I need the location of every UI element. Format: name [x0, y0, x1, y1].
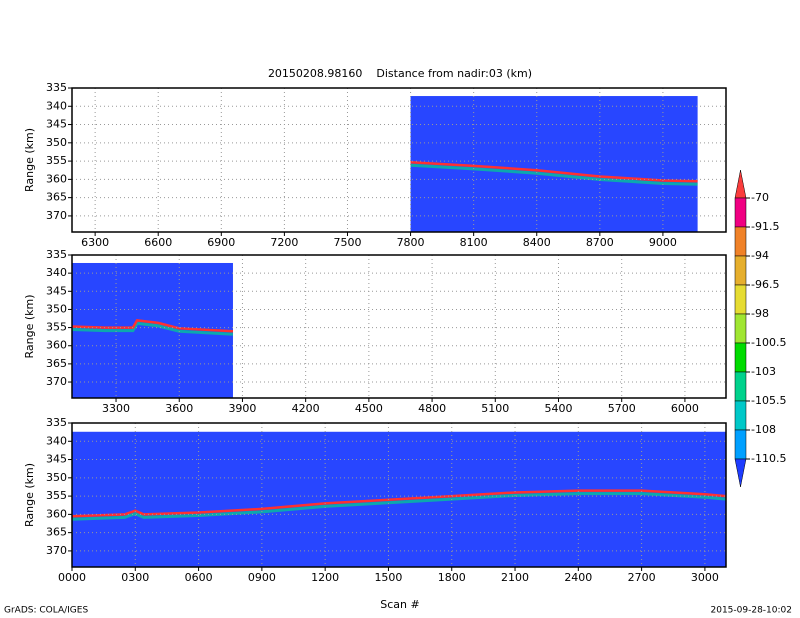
x-tick-label: 0300	[121, 571, 149, 584]
x-tick-label: 6900	[207, 236, 235, 249]
colorbar-label: -100.5	[751, 336, 786, 349]
y-tick-label: 340	[46, 266, 67, 279]
y-tick-label: 340	[46, 434, 67, 447]
y-tick-label: 350	[46, 136, 67, 149]
colorbar-band	[734, 255, 747, 286]
x-tick-label: 6000	[671, 402, 699, 415]
colorbar-label: -98	[751, 307, 769, 320]
y-axis-label: Range (km)	[23, 128, 36, 192]
x-tick-label: 2400	[564, 571, 592, 584]
y-tick-label: 370	[46, 544, 67, 557]
plot-frame	[71, 87, 727, 233]
x-tick-label: 8700	[586, 236, 614, 249]
x-tick-label: 6600	[144, 236, 172, 249]
x-tick-label: 4200	[292, 402, 320, 415]
x-tick-label: 6300	[81, 236, 109, 249]
y-tick-label: 350	[46, 302, 67, 315]
x-tick-label: 7500	[333, 236, 361, 249]
y-tick-label: 355	[46, 489, 67, 502]
y-tick-label: 360	[46, 172, 67, 185]
plot-frame	[71, 254, 727, 399]
x-tick-label: 7200	[270, 236, 298, 249]
x-tick-label: 3300	[102, 402, 130, 415]
colorbar-label: -105.5	[751, 394, 786, 407]
colorbar-label: -91.5	[751, 220, 779, 233]
colorbar-band	[734, 400, 747, 431]
y-tick-label: 365	[46, 357, 67, 370]
colorbar-label: -103	[751, 365, 776, 378]
colorbar-band	[734, 342, 747, 373]
y-tick-label: 335	[46, 81, 67, 94]
y-tick-label: 340	[46, 99, 67, 112]
y-tick-label: 360	[46, 507, 67, 520]
x-tick-label: 3900	[228, 402, 256, 415]
x-tick-label: 0000	[58, 571, 86, 584]
x-tick-label: 4800	[418, 402, 446, 415]
y-tick-label: 355	[46, 154, 67, 167]
x-axis-label: Scan #	[380, 598, 419, 611]
y-tick-label: 335	[46, 416, 67, 429]
colorbar-label: -70	[751, 191, 769, 204]
x-tick-label: 1800	[438, 571, 466, 584]
surface-halo	[410, 163, 698, 186]
colorbar-band	[734, 226, 747, 257]
surface-line	[410, 160, 698, 183]
y-tick-label: 345	[46, 284, 67, 297]
y-tick-label: 335	[46, 248, 67, 261]
colorbar-band	[734, 429, 747, 460]
colorbar-label: -96.5	[751, 278, 779, 291]
x-tick-label: 9000	[649, 236, 677, 249]
y-axis-label: Range (km)	[23, 463, 36, 527]
x-tick-label: 5400	[544, 402, 572, 415]
x-tick-label: 3600	[165, 402, 193, 415]
y-tick-label: 350	[46, 471, 67, 484]
x-tick-label: 3000	[691, 571, 719, 584]
x-tick-label: 5700	[608, 402, 636, 415]
y-tick-label: 360	[46, 339, 67, 352]
colorbar-label: -108	[751, 423, 776, 436]
y-tick-label: 345	[46, 118, 67, 131]
chart-title: 20150208.98160 Distance from nadir:03 (k…	[268, 67, 532, 80]
x-tick-label: 7800	[397, 236, 425, 249]
plot-frame	[71, 422, 727, 568]
x-tick-label: 2700	[628, 571, 656, 584]
y-tick-label: 370	[46, 375, 67, 388]
y-tick-label: 365	[46, 191, 67, 204]
surface-line	[71, 318, 234, 333]
surface-line	[71, 489, 727, 518]
x-tick-label: 2100	[501, 571, 529, 584]
footer-right: 2015-09-28-10:02	[711, 606, 793, 616]
x-tick-label: 8100	[460, 236, 488, 249]
x-tick-label: 4500	[355, 402, 383, 415]
y-axis-label: Range (km)	[23, 294, 36, 358]
y-tick-label: 355	[46, 321, 67, 334]
y-tick-label: 345	[46, 453, 67, 466]
y-tick-label: 365	[46, 526, 67, 539]
x-tick-label: 0900	[248, 571, 276, 584]
footer-left: GrADS: COLA/IGES	[4, 606, 88, 616]
colorbar-tip	[734, 458, 747, 488]
x-tick-label: 1500	[374, 571, 402, 584]
colorbar-label: -110.5	[751, 452, 786, 465]
colorbar-band	[734, 284, 747, 315]
x-tick-label: 0600	[185, 571, 213, 584]
x-tick-label: 8400	[523, 236, 551, 249]
colorbar-band	[734, 313, 747, 344]
colorbar-tip	[734, 169, 747, 199]
y-tick-label: 370	[46, 209, 67, 222]
colorbar-label: -94	[751, 249, 769, 262]
colorbar-band	[734, 197, 747, 228]
x-tick-label: 1200	[311, 571, 339, 584]
x-tick-label: 5100	[481, 402, 509, 415]
colorbar-band	[734, 371, 747, 402]
